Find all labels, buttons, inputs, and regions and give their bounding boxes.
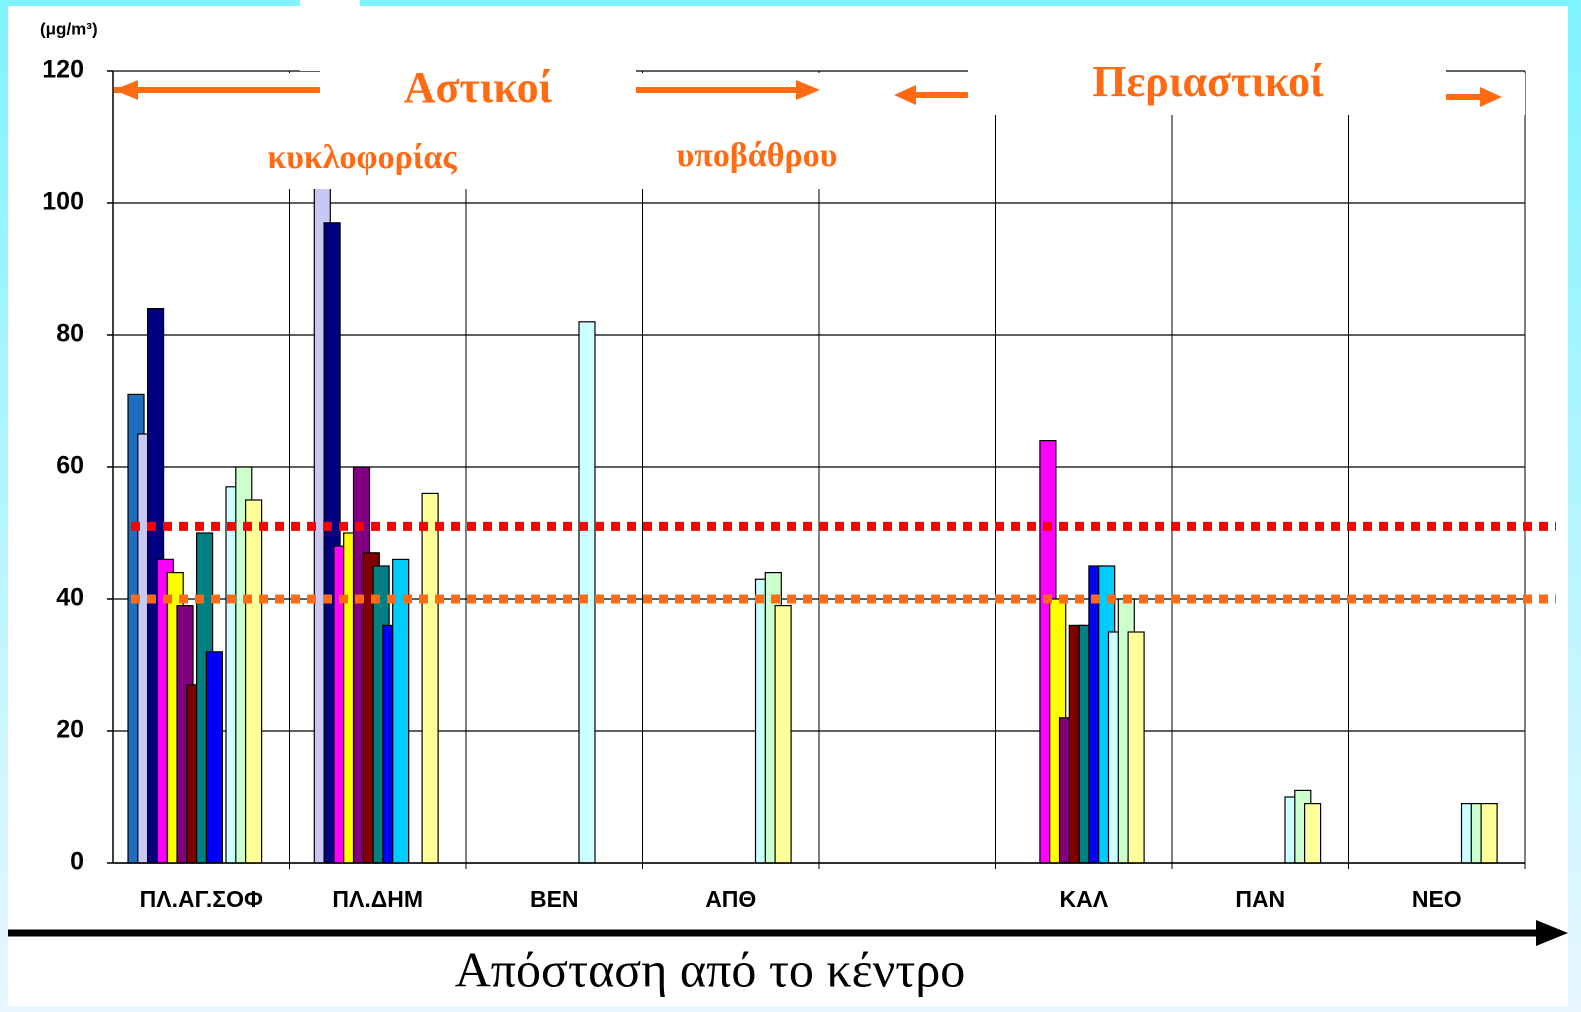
annotation: Περιαστικοί bbox=[1092, 57, 1324, 106]
arrow-head bbox=[114, 80, 138, 100]
annotation: Αστικοί bbox=[404, 63, 553, 112]
y-tick-label: 0 bbox=[70, 848, 84, 876]
bar bbox=[421, 492, 439, 864]
bar bbox=[1303, 802, 1322, 864]
bar bbox=[578, 321, 596, 864]
annotation-backdrop bbox=[320, 66, 636, 76]
y-tick-label: 100 bbox=[42, 188, 84, 216]
ticks: 0 20 40 60 80 100 120 ΠΛ.ΑΓ.ΣΟΦ ΠΛ.ΔΗΜ ΒΕΝ ΑΠΘ ΚΑΛ Π… bbox=[42, 56, 1526, 912]
x-tick-label: ΒΕΝ bbox=[530, 886, 579, 912]
x-axis-label: Απόσταση από το κέντρο bbox=[455, 941, 966, 997]
annotation: υποβάθρου bbox=[677, 137, 838, 174]
bar bbox=[392, 558, 410, 864]
annotation-backdrop bbox=[968, 66, 1446, 76]
y-tick-label: 60 bbox=[56, 452, 84, 480]
y-tick-label: 40 bbox=[56, 584, 84, 612]
clip-mask bbox=[300, 0, 360, 71]
x-tick-label: ΠΛ.ΔΗΜ bbox=[332, 886, 423, 912]
bars bbox=[127, 0, 1556, 864]
bar bbox=[245, 499, 263, 864]
annotation-backdrop bbox=[968, 73, 1525, 115]
arrow-head bbox=[796, 80, 820, 100]
x-tick-label: ΝΕΟ bbox=[1412, 886, 1462, 912]
x-tick-label: ΠΑΝ bbox=[1235, 886, 1285, 912]
arrow-head bbox=[894, 85, 916, 105]
bar bbox=[205, 651, 223, 864]
bar bbox=[774, 604, 792, 864]
x-tick-label: ΑΠΘ bbox=[705, 886, 756, 912]
annotation: κυκλοφορίας bbox=[267, 139, 457, 176]
distance-arrow-head bbox=[1536, 920, 1568, 946]
y-tick-label: 80 bbox=[56, 320, 84, 348]
x-tick-label: ΚΑΛ bbox=[1059, 886, 1108, 912]
y-unit: (μg/m³) bbox=[40, 19, 98, 38]
y-tick-label: 20 bbox=[56, 716, 84, 744]
y-tick-label: 120 bbox=[42, 56, 84, 84]
x-tick-label: ΠΛ.ΑΓ.ΣΟΦ bbox=[140, 886, 263, 912]
bar bbox=[1127, 631, 1145, 864]
annotations: Αστικοί Περιαστικοί κυκλοφορίας υποβάθρο… bbox=[114, 57, 1525, 189]
arrow-head bbox=[1480, 87, 1502, 107]
bar bbox=[1480, 802, 1498, 864]
